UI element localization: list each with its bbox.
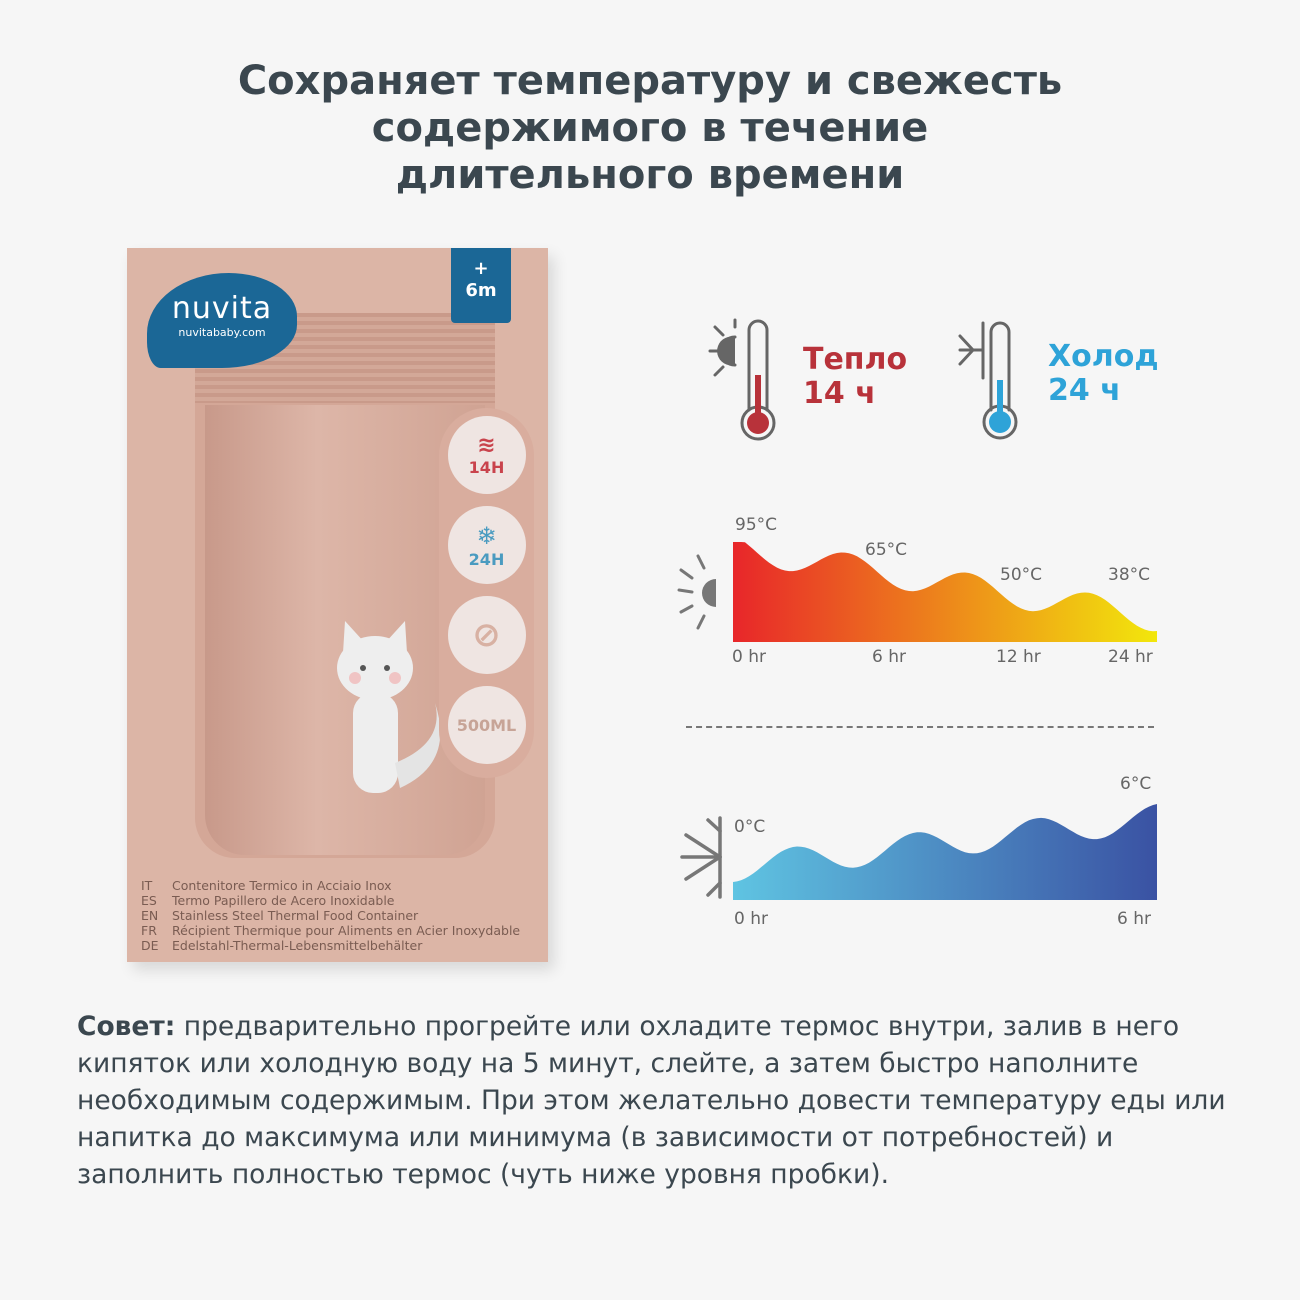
data-label: 6°C [1120,774,1152,794]
warm-thermometer-icon [708,318,776,441]
area-series [733,542,1157,642]
heat-badge: ≋ 14H [447,416,526,494]
age-badge: +6m [451,248,511,323]
warm-label: Тепло 14 ч [803,342,908,411]
feature-badges: ≋ 14H ❄ 24H ⊘ 500ML [439,408,534,778]
fox-illustration [337,621,441,793]
x-tick-label: 0 hr [732,647,766,667]
x-tick-label: 6 hr [1117,909,1151,929]
no-dishwasher-badge: ⊘ [447,596,526,674]
x-tick-label: 12 hr [996,647,1041,667]
x-tick-label: 24 hr [1108,647,1153,667]
tip-paragraph: Совет: предварительно прогрейте или охла… [77,1011,1226,1190]
heat-waves-icon: ≋ [477,433,496,458]
x-tick-label: 0 hr [734,909,768,929]
data-label: 38°C [1108,565,1151,585]
snowflake-icon: ❄ [476,521,497,550]
data-label: 50°C [1000,565,1043,585]
x-tick-label: 6 hr [872,647,906,667]
area-series [733,804,1157,900]
warm-area-chart [733,542,1157,642]
cold-area-chart [733,804,1157,900]
page-title: Сохраняет температуру и свежесть содержи… [237,58,1063,198]
volume-badge: 500ML [447,686,526,764]
cold-thermometer-icon [958,321,1018,440]
data-label: 65°C [865,540,908,560]
snowflake-icon [680,816,722,899]
product-box: nuvita nuvitababy.com +6m ≋ 14H ❄ 24H ⊘ 500… [127,248,548,962]
sun-icon [677,554,716,630]
language-list: IT Contenitore Termico in Acciaio Inox ES… [141,878,521,953]
no-dishwasher-icon: ⊘ [472,615,501,655]
cold-label: Холод 24 ч [1048,339,1159,408]
data-label: 0°C [734,817,766,837]
data-label: 95°C [735,515,778,535]
cold-badge: ❄ 24H [447,506,526,584]
nuvita-logo: nuvita nuvitababy.com [147,273,297,368]
divider [686,726,1154,728]
